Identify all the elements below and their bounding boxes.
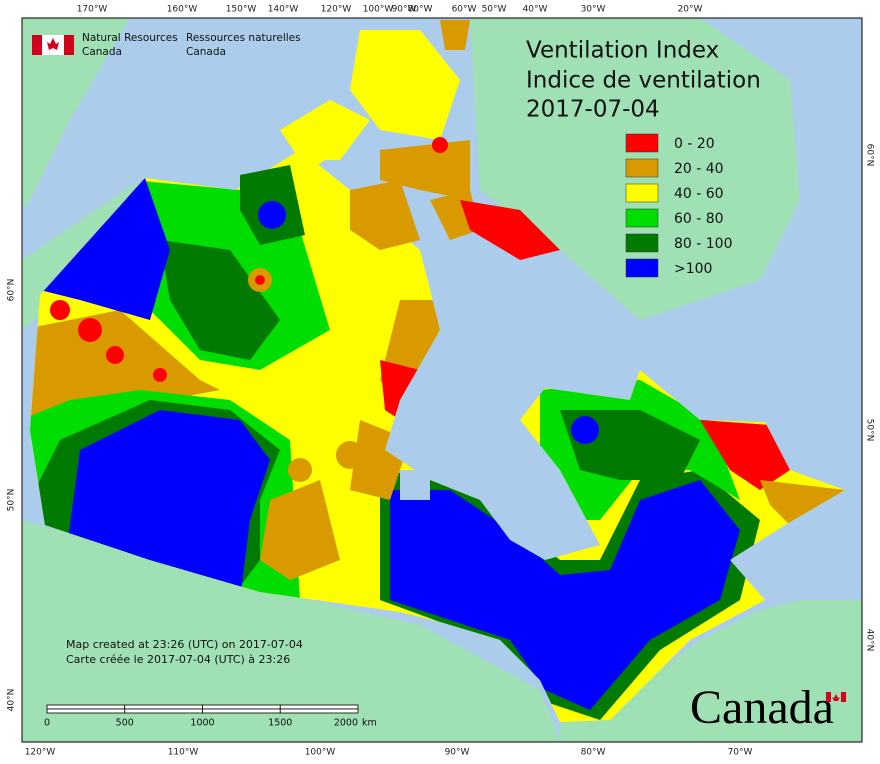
island (350, 180, 420, 250)
scale-label: 500 (116, 718, 134, 729)
scale-unit: km (362, 718, 377, 729)
legend-label: 40 - 60 (674, 186, 724, 202)
scale-segment (202, 708, 281, 714)
longitude-label: 70°W (728, 748, 753, 758)
scale-segment (279, 708, 359, 714)
longitude-label: 20°W (678, 5, 703, 15)
longitude-label: 100°W (305, 748, 336, 758)
wordmark-text: Canada (690, 681, 834, 734)
logo-text: Ressources naturelles (186, 32, 301, 44)
wordmark: Canada (690, 681, 846, 734)
flag-band (64, 35, 74, 55)
land-usa (22, 520, 560, 742)
logo-text: Canada (82, 46, 122, 58)
maple-leaf (832, 694, 840, 701)
title-date: 2017-07-04 (526, 97, 660, 123)
logo-text: Canada (186, 46, 226, 58)
island (350, 30, 460, 140)
scale-label: 2000 (334, 718, 358, 729)
map-frame (21, 17, 863, 743)
island (300, 130, 340, 170)
island (380, 140, 470, 200)
map-area (22, 18, 862, 742)
longitude-label: 50°W (482, 5, 507, 15)
scale-segment (124, 708, 203, 714)
legend-swatch (625, 183, 659, 203)
legend-label: >100 (674, 261, 712, 277)
legend-swatch (625, 158, 659, 178)
longitude-label: 100°W (363, 5, 394, 15)
latitude-label: 40°N (7, 689, 17, 712)
maple-leaf (47, 38, 59, 50)
island (440, 20, 470, 50)
longitude-label: 140°W (268, 5, 299, 15)
legend-swatch (625, 133, 659, 153)
longitude-label: 80°W (408, 5, 433, 15)
scale-segment (46, 708, 126, 714)
legend-swatch (625, 208, 659, 228)
island (460, 200, 560, 260)
scale-segment (124, 704, 203, 710)
legend-label: 0 - 20 (674, 136, 715, 152)
scale-label: 1000 (190, 718, 214, 729)
flag-band (826, 692, 831, 702)
land-siberia (22, 18, 130, 210)
scale-label: 0 (44, 718, 50, 729)
title: Indice de ventilation (526, 68, 761, 94)
logo: Natural Resources Canada Ressources natu… (32, 32, 301, 58)
longitude-label: 90°W (392, 5, 417, 15)
latitude-label: 50°N (865, 419, 875, 442)
longitude-label: 120°W (321, 5, 352, 15)
longitude-label: 90°W (445, 748, 470, 758)
flag-band (32, 35, 42, 55)
island-spot (258, 201, 286, 229)
legend: 0 - 20 20 - 40 40 - 60 60 - 80 80 - 100 >100 (625, 133, 733, 278)
scale-label: 1500 (268, 718, 292, 729)
legend-swatch (625, 258, 659, 278)
longitude-label: 30°W (581, 5, 606, 15)
flag-band (841, 692, 846, 702)
lake (400, 470, 430, 500)
longitude-label: 40°W (523, 5, 548, 15)
latitude-label: 60°N (865, 144, 875, 167)
scale-bar: 0 500 1000 1500 2000 km (44, 704, 377, 729)
longitude-label: 150°W (226, 5, 257, 15)
island-spot (432, 137, 448, 153)
longitude-label: 110°W (168, 748, 199, 758)
legend-swatch (625, 233, 659, 253)
longitude-label: 170°W (77, 5, 108, 15)
logo-text: Natural Resources (82, 32, 178, 44)
latitude-label: 60°N (7, 279, 17, 302)
land-usa-east (560, 600, 862, 742)
legend-label: 60 - 80 (674, 211, 724, 227)
legend-label: 20 - 40 (674, 161, 724, 177)
longitude-label: 60°W (452, 5, 477, 15)
latitude-label: 40°N (865, 629, 875, 652)
longitude-label: 160°W (167, 5, 198, 15)
legend-label: 80 - 100 (674, 236, 733, 252)
longitude-label: 80°W (581, 748, 606, 758)
scale-segment (279, 704, 359, 710)
longitude-label: 120°W (25, 748, 56, 758)
scale-segment (46, 704, 126, 710)
latitude-label: 50°N (7, 489, 17, 512)
title: Ventilation Index (526, 38, 719, 64)
credit: Carte créée le 2017-07-04 (UTC) à 23:26 (66, 653, 290, 666)
scale-segment (202, 704, 281, 710)
island (280, 100, 370, 160)
credit: Map created at 23:26 (UTC) on 2017-07-04 (66, 638, 303, 651)
